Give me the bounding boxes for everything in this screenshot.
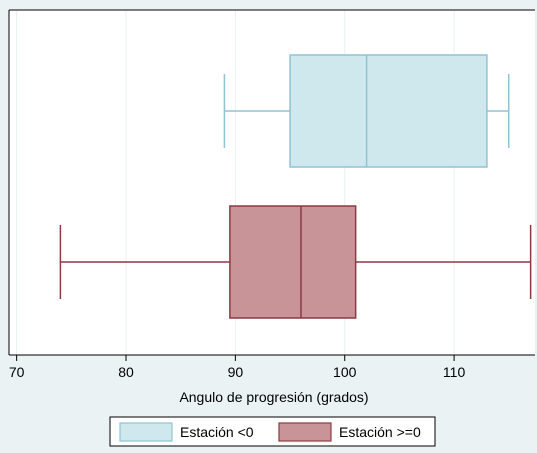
x-axis-label: Angulo de progresión (grados) [179,389,368,405]
box-iqr-0 [289,54,488,168]
box-1 [59,205,532,319]
x-axis: 70 80 90 100 110 [8,9,535,380]
x-tick-label-2: 90 [228,364,244,380]
x-tick-label-0: 70 [9,364,25,380]
x-tick-label-1: 80 [118,364,134,380]
legend-label-1: Estación >=0 [339,424,421,440]
x-tick-label-3: 100 [333,364,357,380]
box-0 [223,54,510,168]
legend-swatch-0 [119,422,173,442]
legend-label-0: Estación <0 [180,424,254,440]
box-iqr-1 [229,205,357,319]
box-series [59,54,532,319]
legend: Estación <0 Estación >=0 [109,416,436,447]
legend-swatch-1 [278,422,332,442]
x-tick-label-4: 110 [443,364,466,380]
